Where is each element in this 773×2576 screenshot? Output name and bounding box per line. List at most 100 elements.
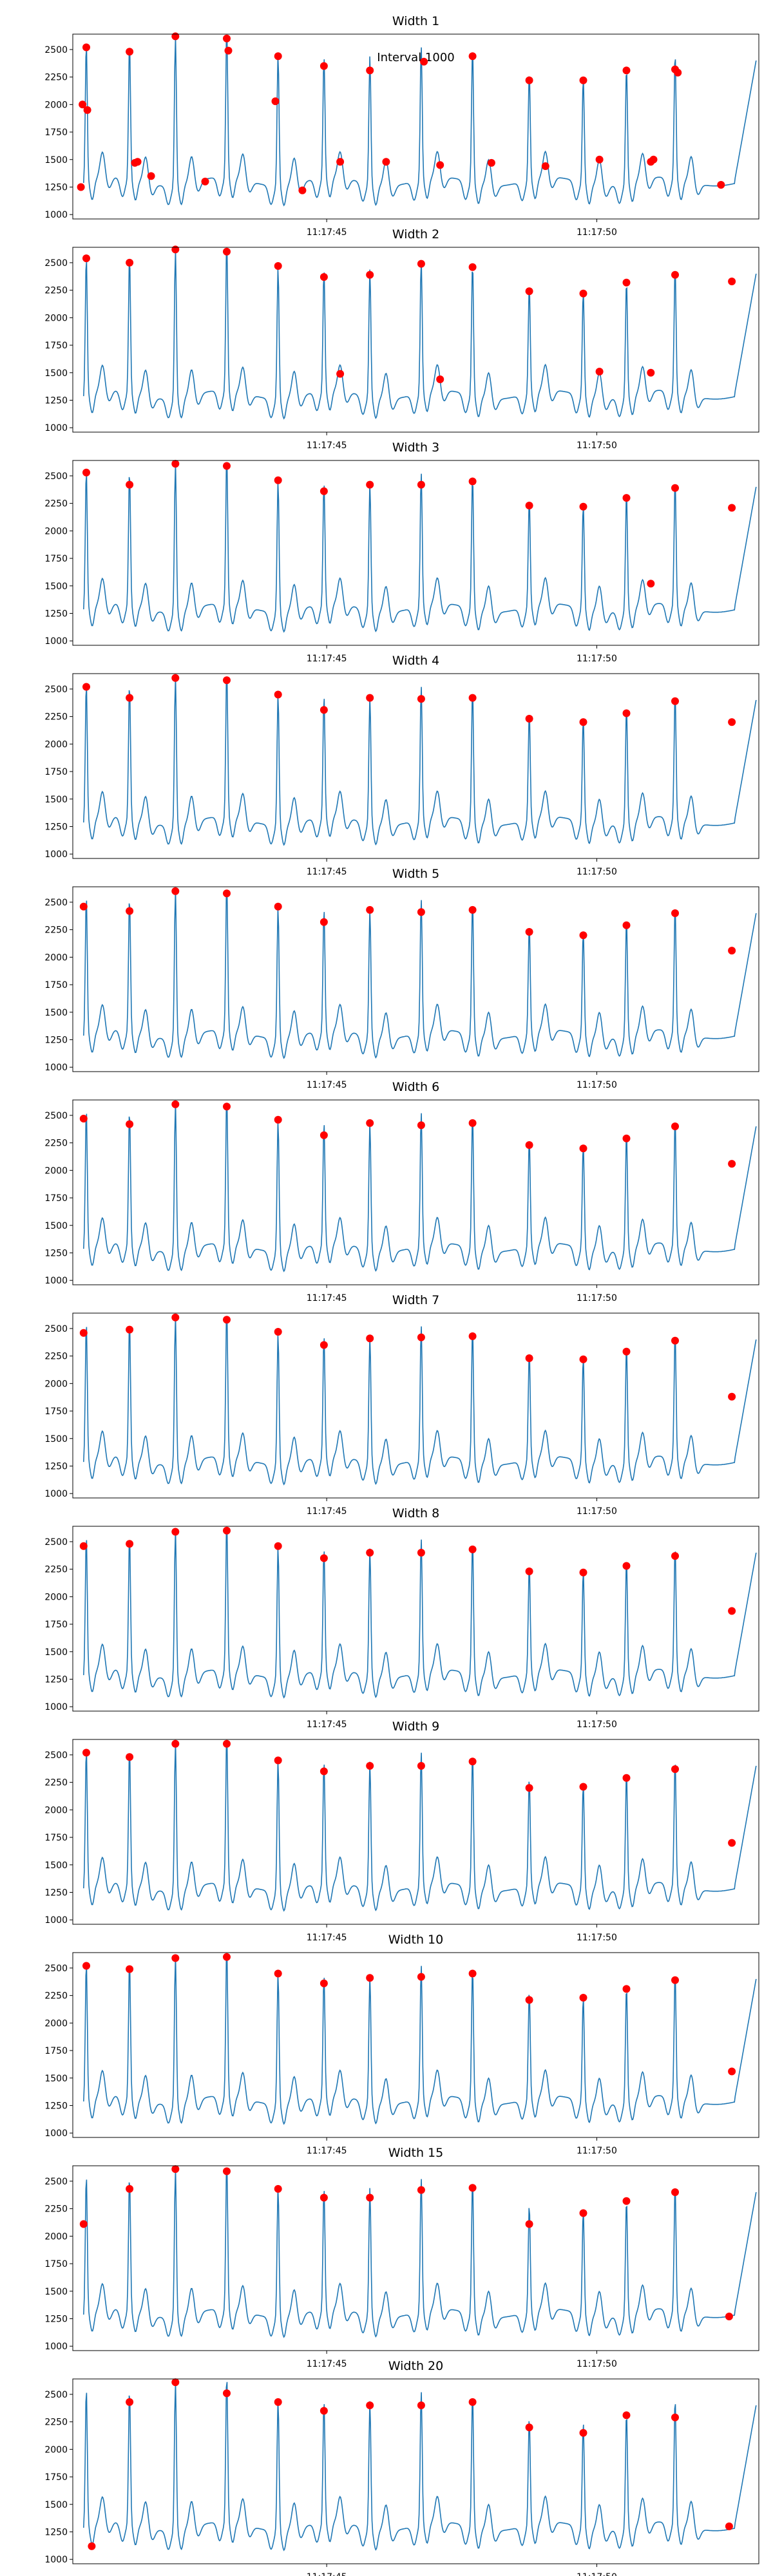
y-tick-label: 2250 — [44, 499, 68, 509]
peak-marker — [126, 694, 134, 702]
peak-marker — [487, 158, 495, 167]
signal-line — [83, 462, 757, 633]
y-tick-label: 1750 — [44, 980, 68, 990]
x-tick-label: 11:17:45 — [307, 2146, 347, 2156]
peak-marker — [622, 1562, 631, 1570]
x-tick-label: 11:17:50 — [577, 1506, 617, 1517]
peak-marker — [126, 1753, 134, 1761]
peak-marker — [223, 1316, 231, 1324]
peak-marker — [541, 162, 549, 170]
panel-width-2: Width 2 1000 1250 1500 1750 2000 2250 2500 11:17… — [44, 227, 759, 451]
peak-marker — [525, 287, 533, 296]
signal-line — [83, 1101, 757, 1273]
panel-title: Width 2 — [392, 227, 439, 242]
y-tick-label: 1500 — [44, 1647, 68, 1658]
signal-line — [83, 35, 757, 207]
peak-marker — [525, 2220, 533, 2228]
peak-marker — [622, 1134, 631, 1142]
peak-marker — [728, 504, 736, 512]
y-tick-label: 1750 — [44, 1193, 68, 1204]
y-tick-label: 1750 — [44, 341, 68, 351]
peak-marker — [468, 2398, 477, 2406]
peak-marker — [224, 46, 233, 55]
y-tick-label: 1250 — [44, 1888, 68, 1898]
peak-marker — [417, 1121, 425, 1130]
y-tick-label: 1500 — [44, 1221, 68, 1231]
y-tick-label: 1250 — [44, 609, 68, 619]
panel-title: Width 8 — [392, 1506, 439, 1520]
peak-marker — [525, 1784, 533, 1792]
peak-marker — [417, 695, 425, 703]
peak-marker — [274, 690, 282, 699]
peak-marker — [171, 887, 180, 895]
peak-marker — [320, 1341, 328, 1349]
peak-marker — [366, 66, 374, 75]
peak-marker — [728, 1160, 736, 1168]
peak-marker — [366, 1974, 374, 1982]
y-tick-label: 1500 — [44, 795, 68, 805]
peak-marker — [83, 106, 91, 114]
peak-marker — [417, 1973, 425, 1981]
signal-line — [83, 1741, 757, 1912]
peak-marker — [223, 676, 231, 685]
peak-marker — [417, 480, 425, 489]
y-tick-label: 2000 — [44, 1592, 68, 1602]
y-tick-label: 2500 — [44, 685, 68, 695]
panel-width-12: Width 20 1000 1250 1500 1750 2000 2250 2500 11:1… — [44, 2359, 759, 2576]
y-tick-label: 2250 — [44, 286, 68, 296]
axes-frame — [72, 1952, 759, 2138]
y-tick-label: 1250 — [44, 2314, 68, 2324]
axes-frame — [72, 460, 759, 646]
y-tick-label: 1250 — [44, 182, 68, 193]
signal-line — [83, 2380, 757, 2552]
peak-marker — [82, 254, 90, 263]
panel-width-4: Width 4 1000 1250 1500 1750 2000 2250 2500 11:17… — [44, 654, 759, 877]
x-tick-label: 11:17:50 — [577, 1293, 617, 1303]
peak-marker — [79, 1542, 88, 1550]
peak-marker — [336, 370, 345, 378]
peak-marker — [223, 1103, 231, 1111]
peak-marker — [622, 1985, 631, 1993]
axes-frame — [72, 1739, 759, 1925]
peak-marker — [420, 57, 428, 66]
peak-marker — [126, 48, 134, 56]
panel-title: Width 6 — [392, 1080, 439, 1094]
peak-marker — [417, 908, 425, 916]
y-tick-label: 1000 — [44, 2555, 68, 2565]
x-tick-label: 11:17:50 — [577, 2572, 617, 2576]
y-tick-label: 1500 — [44, 368, 68, 379]
y-tick-label: 2500 — [44, 45, 68, 55]
peak-marker — [728, 1839, 736, 1847]
peak-marker — [525, 928, 533, 936]
y-tick-label: 1750 — [44, 1620, 68, 1630]
y-tick-label: 2250 — [44, 925, 68, 936]
peak-marker — [366, 1119, 374, 1127]
peak-marker — [647, 580, 655, 588]
peak-marker — [126, 907, 134, 915]
peak-marker — [622, 2411, 631, 2420]
peak-marker — [274, 476, 282, 484]
signal-line — [83, 1314, 757, 1486]
panel-title: Width 20 — [388, 2359, 443, 2373]
x-tick-label: 11:17:50 — [577, 1080, 617, 1090]
peak-marker — [579, 718, 587, 726]
y-tick-label: 2000 — [44, 2445, 68, 2455]
peak-marker — [274, 262, 282, 270]
peak-marker — [79, 1115, 88, 1122]
peak-marker — [468, 1332, 477, 1340]
x-tick-label: 11:17:50 — [577, 440, 617, 451]
panel-title: Width 3 — [392, 440, 439, 455]
peak-marker — [320, 273, 328, 281]
peak-marker — [468, 1545, 477, 1553]
peak-marker — [223, 1526, 231, 1535]
y-tick-label: 1500 — [44, 155, 68, 166]
peak-marker — [728, 278, 736, 285]
x-tick-label: 11:17:45 — [307, 1933, 347, 1943]
peak-marker — [79, 1329, 88, 1337]
peak-marker — [223, 2167, 231, 2175]
peak-marker — [126, 1325, 134, 1334]
panel-width-7: Width 7 1000 1250 1500 1750 2000 2250 2500 11:17… — [44, 1293, 759, 1517]
peak-marker — [671, 1122, 679, 1130]
signal-line — [83, 888, 757, 1059]
peak-marker — [366, 1762, 374, 1770]
